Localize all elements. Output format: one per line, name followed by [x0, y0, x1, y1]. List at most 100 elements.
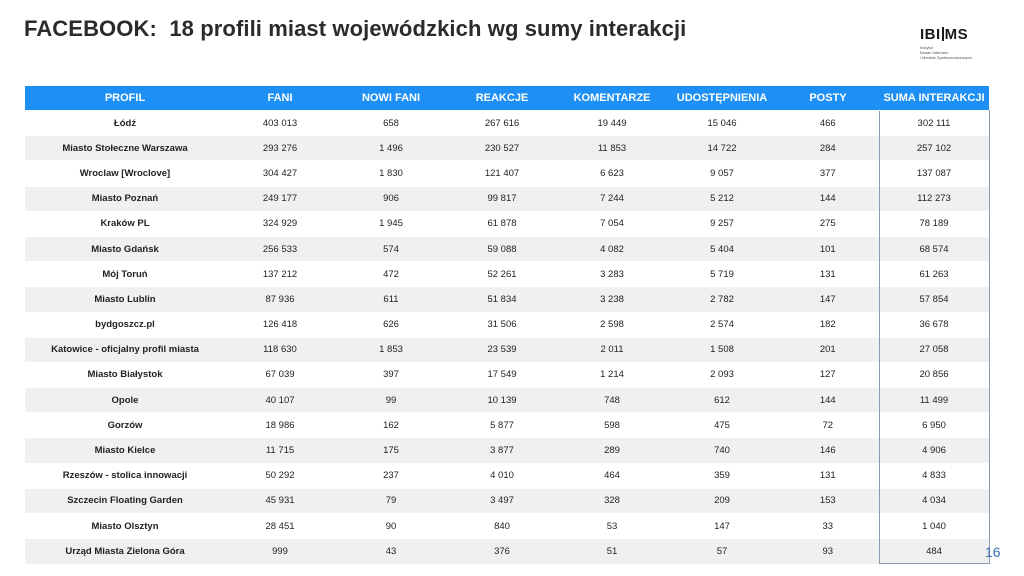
- table-cell: 153: [777, 487, 879, 514]
- profile-name-cell: Miasto Białystok: [25, 361, 225, 388]
- table-cell: 376: [447, 538, 557, 564]
- table-row: Wroclaw [Wroclove] 304 427 1 830 121 407 6 6…: [25, 160, 990, 187]
- table-row: Gorzów 18 986 162 5 877 598 475 72 6 950: [25, 412, 990, 438]
- column-header: POSTY: [777, 86, 879, 111]
- table-cell: 359: [667, 462, 777, 489]
- table-cell: 19 449: [557, 109, 667, 136]
- table-cell: 3 283: [557, 261, 667, 287]
- table-cell: 9 257: [667, 210, 777, 237]
- column-header: REAKCJE: [447, 86, 557, 111]
- table-cell: 3 238: [557, 286, 667, 312]
- interaction-sum-cell: 1 040: [878, 512, 990, 539]
- table-cell: 175: [335, 437, 447, 464]
- logo-text-right: MS: [944, 26, 969, 43]
- table-cell: 1 508: [667, 336, 777, 363]
- interaction-sum-cell: 4 906: [878, 437, 990, 464]
- table-row: Miasto Kielce 11 715 175 3 877 289 740 146 4 90…: [25, 437, 990, 464]
- column-header: SUMA INTERAKCJI: [879, 86, 989, 111]
- table-row: Katowice - oficjalny profil miasta 118 63…: [25, 336, 990, 363]
- column-header: PROFIL: [25, 86, 225, 111]
- interaction-sum-cell: 112 273: [878, 185, 990, 212]
- logo-text-left: IBI: [920, 26, 941, 43]
- interaction-sum-cell: 36 678: [878, 311, 990, 338]
- table-cell: 397: [335, 361, 447, 388]
- table-cell: 475: [667, 412, 777, 438]
- table-cell: 131: [777, 462, 879, 489]
- table-cell: 50 292: [225, 462, 335, 489]
- table-cell: 7 244: [557, 185, 667, 212]
- table-cell: 23 539: [447, 336, 557, 363]
- logo-subtitle-line: i Mediów Społecznościowych: [920, 55, 972, 60]
- interaction-sum-cell: 257 102: [878, 135, 990, 161]
- profile-name-cell: Rzeszów - stolica innowacji: [25, 462, 225, 489]
- column-header: FANI: [225, 86, 335, 111]
- table-cell: 275: [777, 210, 879, 237]
- table-cell: 237: [335, 462, 447, 489]
- table-cell: 118 630: [225, 336, 335, 363]
- table-cell: 131: [777, 261, 879, 287]
- table-cell: 2 574: [667, 311, 777, 338]
- table-row: Łódź 403 013 658 267 616 19 449 15 046 466 302 …: [25, 109, 990, 136]
- table-header-row: PROFIL FANI NOWI FANI REAKCJE KOMENTARZE UDOS…: [25, 86, 989, 111]
- table-cell: 249 177: [225, 185, 335, 212]
- table-cell: 3 497: [447, 487, 557, 514]
- table-cell: 67 039: [225, 361, 335, 388]
- table-cell: 328: [557, 487, 667, 514]
- interaction-sum-cell: 68 574: [878, 235, 990, 262]
- interaction-sum-cell: 20 856: [878, 361, 990, 388]
- table-row: Szczecin Floating Garden 45 931 79 3 497 328…: [25, 487, 990, 514]
- table-cell: 137 212: [225, 261, 335, 287]
- table-cell: 72: [777, 412, 879, 438]
- logo-subtitle-line: Instytut: [920, 45, 933, 50]
- table-cell: 10 139: [447, 387, 557, 413]
- table-cell: 18 986: [225, 412, 335, 438]
- table-cell: 267 616: [447, 109, 557, 136]
- table-row: Urząd Miasta Zielona Góra 999 43 376 51 57 93 4…: [25, 538, 990, 565]
- table-cell: 101: [777, 235, 879, 262]
- table-cell: 612: [667, 387, 777, 413]
- table-row: Kraków PL 324 929 1 945 61 878 7 054 9 257 275…: [25, 210, 990, 237]
- profile-name-cell: bydgoszcz.pl: [25, 311, 225, 338]
- table-cell: 611: [335, 286, 447, 312]
- table-row: Miasto Olsztyn 28 451 90 840 53 147 33 1 040: [25, 512, 990, 539]
- logo-subtitle: Instytut Badań Internetu i Mediów Społec…: [920, 45, 1000, 60]
- table-cell: 79: [335, 487, 447, 514]
- table-cell: 658: [335, 109, 447, 136]
- table-cell: 11 715: [225, 437, 335, 464]
- table-cell: 3 877: [447, 437, 557, 464]
- table-cell: 598: [557, 412, 667, 438]
- table-cell: 4 010: [447, 462, 557, 489]
- interaction-sum-cell: 78 189: [878, 210, 990, 237]
- interaction-sum-cell: 57 854: [878, 286, 990, 312]
- profile-name-cell: Kraków PL: [25, 210, 225, 237]
- profile-name-cell: Katowice - oficjalny profil miasta: [25, 336, 225, 363]
- interaction-sum-cell: 6 950: [878, 412, 990, 438]
- ibims-logo: IBI MS Instytut Badań Internetu i Mediów …: [920, 26, 1000, 60]
- table-cell: 147: [777, 286, 879, 312]
- table-row: Miasto Stołeczne Warszawa 293 276 1 496 230…: [25, 135, 990, 161]
- table-row: bydgoszcz.pl 126 418 626 31 506 2 598 2 574 18…: [25, 311, 990, 338]
- table-cell: 93: [777, 538, 879, 564]
- table-cell: 5 719: [667, 261, 777, 287]
- column-header: UDOSTĘPNIENIA: [667, 86, 777, 111]
- table-cell: 626: [335, 311, 447, 338]
- interactions-table: PROFIL FANI NOWI FANI REAKCJE KOMENTARZE UDOS…: [25, 86, 990, 565]
- table-cell: 144: [777, 387, 879, 413]
- table-row: Miasto Białystok 67 039 397 17 549 1 214 2 09…: [25, 361, 990, 388]
- table-cell: 2 598: [557, 311, 667, 338]
- table-cell: 2 782: [667, 286, 777, 312]
- table-cell: 31 506: [447, 311, 557, 338]
- table-cell: 90: [335, 512, 447, 539]
- table-cell: 59 088: [447, 235, 557, 262]
- table-cell: 1 214: [557, 361, 667, 388]
- table-cell: 6 623: [557, 160, 667, 187]
- profile-name-cell: Miasto Kielce: [25, 437, 225, 464]
- table-cell: 377: [777, 160, 879, 187]
- table-cell: 126 418: [225, 311, 335, 338]
- table-row: Mój Toruń 137 212 472 52 261 3 283 5 719 131 61…: [25, 261, 990, 287]
- table-cell: 403 013: [225, 109, 335, 136]
- table-cell: 840: [447, 512, 557, 539]
- table-cell: 1 945: [335, 210, 447, 237]
- table-cell: 304 427: [225, 160, 335, 187]
- table-cell: 5 404: [667, 235, 777, 262]
